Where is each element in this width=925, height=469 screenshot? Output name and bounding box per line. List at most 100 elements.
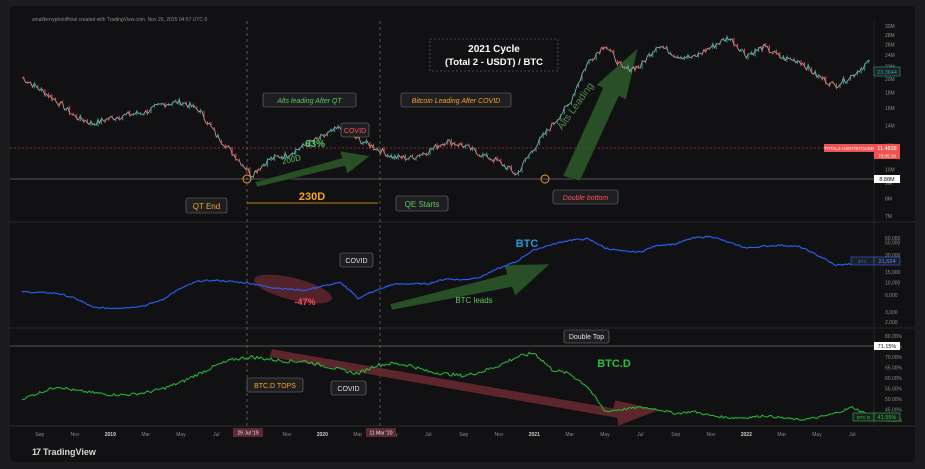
- chart-title: 2021 Cycle: [468, 44, 520, 55]
- ratio-ytick: 8M: [885, 197, 892, 203]
- label-230d: 230D: [299, 191, 325, 203]
- x-tick-label: Jul: [849, 432, 855, 438]
- ratio-current-badge: 23.3644: [873, 66, 901, 77]
- btc-ytick: 50,000: [885, 241, 901, 247]
- x-tick-label: Mar: [777, 432, 786, 438]
- label-btc-leads: BTC leads: [455, 296, 492, 305]
- x-tick-label: Mar: [565, 432, 574, 438]
- ratio-candles: [23, 35, 869, 179]
- x-tick-label: 2019: [105, 432, 116, 438]
- btcd-series-line: [21, 351, 871, 421]
- svg-text:11.4838: 11.4838: [877, 146, 896, 152]
- btcd-ytick: 80.00%: [885, 334, 903, 340]
- btc-leads-arrow: [389, 263, 552, 311]
- x-tick-label: 2022: [741, 432, 752, 438]
- ratio-ytick: 24M: [885, 53, 895, 59]
- label-covid-top: COVID: [340, 122, 370, 138]
- alts-leading-arrow: [562, 46, 639, 182]
- x-tick-label: Mar: [141, 432, 150, 438]
- qt-end-marker: [242, 174, 252, 184]
- svg-text:21,624: 21,624: [879, 259, 896, 265]
- x-tick-label: Jul: [425, 432, 431, 438]
- ratio-series-line: [21, 35, 871, 178]
- double-bottom-marker: [540, 174, 550, 184]
- ratio-ytick: 18M: [885, 91, 895, 97]
- btcd-ytick: 70.00%: [885, 355, 903, 361]
- svg-text:BTC.D TOPS: BTC.D TOPS: [254, 383, 296, 390]
- svg-text:Alts leading After QT: Alts leading After QT: [276, 98, 342, 105]
- title-box: [429, 38, 559, 72]
- tradingview-brand-text: TradingView: [43, 447, 96, 457]
- ratio-ytick: 28M: [885, 33, 895, 39]
- btc-ytick: 15,000: [885, 270, 901, 276]
- svg-text:41.55%: 41.55%: [878, 415, 897, 421]
- label-bitcoin-leading-after-covid: Bitcoin Leading After COVID: [400, 92, 512, 108]
- btcd-ytick: 60.00%: [885, 376, 903, 382]
- svg-text:Double bottom: Double bottom: [563, 195, 609, 202]
- x-highlight-2: 11 Mar '20: [366, 428, 396, 437]
- label-double-bottom: Double bottom: [552, 189, 619, 205]
- ratio-ytick: 9M: [885, 181, 892, 187]
- btc-ytick: 30,000: [885, 253, 901, 259]
- svg-text:COVID: COVID: [337, 386, 359, 393]
- ratio-reference-badge: 8.88M: [874, 175, 900, 183]
- x-tick-label: Nov: [283, 432, 292, 438]
- x-tick-label: Mar: [353, 432, 362, 438]
- label-btc: BTC: [516, 238, 539, 250]
- label-alts-leading-after-qt: Alts leading After QT: [262, 92, 357, 108]
- svg-text:COVID: COVID: [344, 128, 366, 135]
- time-axis-ticks: Sep Nov 2019 Mar May Jul Sep Nov 2020 Mar May Jul Se…: [35, 432, 855, 438]
- ratio-ytick: 7M: [885, 214, 892, 220]
- btcd-reference-badge: 71.15%: [874, 342, 900, 350]
- svg-text:TOTAL2-USDT/BTCUSD: TOTAL2-USDT/BTCUSD: [824, 146, 875, 151]
- svg-text:Bitcoin Leading After COVID: Bitcoin Leading After COVID: [412, 98, 500, 105]
- x-tick-label: May: [812, 432, 822, 438]
- x-tick-label: 2020: [317, 432, 328, 438]
- btc-series-line: [21, 235, 871, 310]
- ratio-ytick: 20M: [885, 77, 895, 83]
- btc-ytick: 60,000: [885, 236, 901, 242]
- label-covid-bottom: COVID: [330, 380, 367, 396]
- label-btcd-tops: BTC.D TOPS: [246, 377, 304, 393]
- ratio-ytick: 16M: [885, 106, 895, 112]
- label-btcd: BTC.D: [597, 358, 631, 370]
- label-qe-starts: QE Starts: [395, 195, 449, 212]
- label-covid-mid: COVID: [339, 252, 374, 268]
- attribution-text: smallkerrypto/official created with Trad…: [32, 17, 208, 23]
- label-neg47: -47%: [294, 297, 315, 307]
- svg-text:71.15%: 71.15%: [878, 344, 897, 350]
- svg-text:11 Mar '20: 11 Mar '20: [369, 431, 392, 437]
- btc-ytick: 3,000: [885, 310, 898, 316]
- svg-text:BTC: BTC: [858, 259, 868, 264]
- x-highlight-1: 29 Jul '19: [233, 428, 263, 437]
- ratio-ytick: 30M: [885, 24, 895, 30]
- label-63pct: 63%: [305, 139, 325, 150]
- x-tick-label: Nov: [495, 432, 504, 438]
- ratio-ytick: 26M: [885, 43, 895, 49]
- x-tick-label: Sep: [35, 432, 44, 438]
- label-200d: 200D: [281, 153, 302, 166]
- svg-text:23.3644: 23.3644: [877, 70, 897, 76]
- x-tick-label: Nov: [707, 432, 716, 438]
- x-tick-label: Jul: [637, 432, 643, 438]
- x-tick-label: Nov: [71, 432, 80, 438]
- ratio-marker-badge: TOTAL2-USDT/BTCUSD 11.4838 73:05:19: [824, 144, 900, 159]
- btc-ytick: 2,000: [885, 320, 898, 326]
- btc-ytick: 6,000: [885, 293, 898, 299]
- label-double-top: Double Top: [563, 329, 610, 344]
- tradingview-logo: 17 TradingView: [32, 447, 96, 457]
- svg-text:COVID: COVID: [345, 258, 367, 265]
- x-tick-label: 2021: [529, 432, 540, 438]
- svg-text:BTC.D: BTC.D: [857, 415, 871, 420]
- x-tick-label: May: [176, 432, 186, 438]
- btc-current-badge: BTC 21,624: [850, 256, 901, 266]
- alts-leading-after-qt-arrow: [254, 150, 372, 188]
- chart-svg: 2021 Cycle (Total 2 - USDT) / BTC Alts l…: [10, 21, 915, 438]
- btcd-ytick: 55.00%: [885, 387, 903, 393]
- svg-text:Double Top: Double Top: [569, 334, 604, 341]
- price-axis-ticks: 30M28M26M24M22M20M18M16M14M12M10M9M8M7M6…: [885, 24, 903, 424]
- x-tick-label: Jul: [213, 432, 219, 438]
- label-qt-end: QT End: [185, 197, 228, 214]
- ratio-ytick: 14M: [885, 124, 895, 130]
- svg-text:29 Jul '19: 29 Jul '19: [237, 431, 258, 437]
